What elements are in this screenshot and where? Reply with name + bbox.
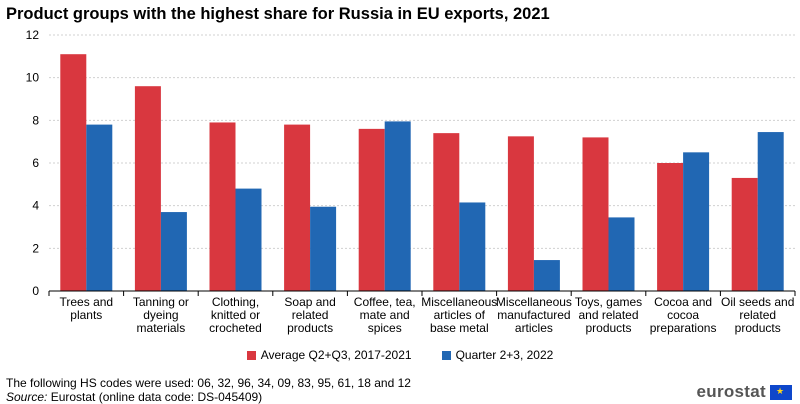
x-tick-label: Toys, games and related products [575, 295, 642, 335]
footnote: The following HS codes were used: 06, 32… [6, 376, 411, 390]
logo-text: eurostat [696, 382, 766, 401]
bar-series-2 [160, 212, 187, 291]
legend-swatch-series-1 [246, 350, 256, 360]
bar-series-1 [582, 137, 609, 291]
x-tick-label: Miscellaneous manufactured articles [496, 295, 572, 335]
legend-swatch-series-2 [441, 350, 451, 360]
bar-series-2 [86, 124, 113, 291]
bar-series-2 [757, 132, 784, 291]
x-tick-label: Soap and related products [284, 295, 335, 335]
source-line: Source: Eurostat (online data code: DS-0… [6, 390, 262, 404]
bar-chart: 0 2 4 6 8 10 12 Trees and plants Tanning or dyein… [26, 28, 796, 335]
x-tick-label: Cocoa and cocoa preparations [650, 295, 717, 335]
bar-series-1 [134, 86, 161, 291]
bar-series-1 [507, 136, 534, 291]
legend: Average Q2+Q3, 2017-2021 Quarter 2+3, 20… [0, 348, 800, 362]
bar-series-2 [533, 260, 560, 291]
y-tick-label: 4 [32, 199, 39, 213]
bar-series-1 [60, 54, 87, 292]
y-tick-label: 0 [32, 284, 39, 298]
x-tick-label: Tanning or dyeing materials [133, 295, 189, 335]
x-tick-label: Trees and plants [60, 295, 114, 322]
eurostat-logo: eurostat [697, 382, 792, 402]
chart-title: Product groups with the highest share fo… [6, 5, 550, 23]
legend-item-series-2: Quarter 2+3, 2022 [441, 348, 554, 362]
x-tick-label: Miscellaneous articles of base metal [421, 295, 497, 335]
x-tick-label: Coffee, tea, mate and spices [354, 295, 416, 335]
bar-series-1 [209, 122, 236, 291]
y-tick-label: 8 [32, 113, 39, 127]
bar-series-1 [284, 124, 311, 291]
source-text: Eurostat (online data code: DS-045409) [47, 390, 263, 404]
bar-series-2 [235, 188, 262, 291]
x-axis: Trees and plants Tanning or dyeing materials… [48, 290, 796, 335]
eu-flag-icon [770, 384, 792, 400]
bars [60, 54, 784, 292]
bar-series-1 [433, 133, 460, 291]
bar-series-1 [657, 163, 684, 291]
bar-series-1 [358, 128, 385, 291]
legend-label-series-1: Average Q2+Q3, 2017-2021 [260, 348, 412, 362]
y-tick-label: 2 [32, 241, 39, 255]
y-tick-label: 10 [26, 71, 40, 85]
bar-series-2 [384, 121, 411, 292]
bar-series-2 [683, 152, 710, 291]
source-label: Source: [6, 390, 48, 404]
bar-series-2 [608, 217, 635, 291]
x-tick-label: Clothing, knitted or crocheted [209, 295, 262, 335]
y-tick-label: 12 [26, 28, 40, 42]
legend-item-series-1: Average Q2+Q3, 2017-2021 [246, 348, 412, 362]
bar-series-2 [310, 206, 337, 291]
y-axis: 0 2 4 6 8 10 12 [26, 28, 40, 298]
bar-series-2 [459, 202, 486, 291]
bar-series-1 [731, 177, 758, 291]
y-tick-label: 6 [32, 156, 39, 170]
x-tick-label: Oil seeds and related products [721, 295, 794, 335]
legend-label-series-2: Quarter 2+3, 2022 [455, 348, 554, 362]
